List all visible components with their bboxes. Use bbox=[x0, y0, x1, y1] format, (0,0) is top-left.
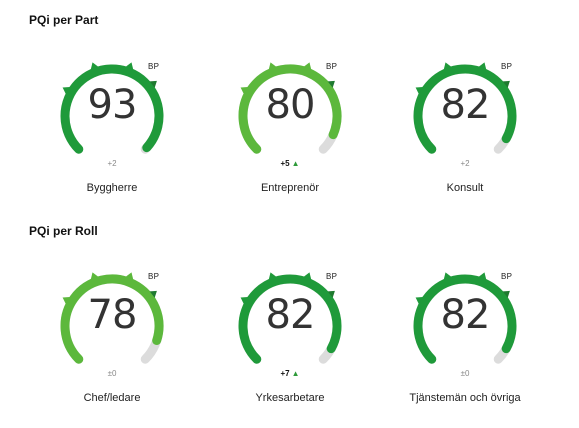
gauge-fill bbox=[238, 274, 342, 364]
tick-marker bbox=[478, 62, 487, 70]
gauge-delta: +7 ▲ bbox=[235, 369, 345, 378]
bp-label: BP bbox=[326, 62, 338, 71]
gauge-tjänstemän-och-övriga: BP 82 ±0 Tjänstemän och övriga bbox=[409, 268, 520, 428]
gauge-score: 93 bbox=[87, 82, 138, 128]
bp-label: BP bbox=[148, 62, 160, 71]
arrow-up-icon: ▲ bbox=[291, 369, 300, 378]
gauge-fill bbox=[238, 64, 342, 154]
tick-marker bbox=[125, 272, 134, 280]
delta-value: +2 bbox=[460, 159, 470, 168]
gauge-label: Entreprenör bbox=[260, 182, 320, 194]
tick-marker bbox=[90, 272, 99, 280]
tick-marker bbox=[478, 272, 487, 280]
tick-marker bbox=[415, 87, 423, 94]
section-title-part: PQi per Part bbox=[29, 13, 99, 27]
tick-marker bbox=[443, 62, 452, 70]
gauge-arc bbox=[413, 62, 517, 154]
tick-marker bbox=[125, 62, 134, 70]
tick-marker bbox=[90, 62, 99, 70]
gauge-entreprenör: BP 80 +5 ▲ Entreprenör bbox=[235, 58, 345, 218]
bp-label: BP bbox=[326, 272, 338, 281]
tick-marker bbox=[268, 62, 277, 70]
gauge-fill bbox=[413, 64, 517, 154]
gauge-fill bbox=[413, 274, 517, 364]
gauge-fill bbox=[60, 64, 164, 154]
gauge-arc bbox=[413, 272, 517, 364]
gauge-byggherre: BP 93 +2 Byggherre bbox=[57, 58, 167, 218]
bp-label: BP bbox=[501, 62, 513, 71]
bp-marker bbox=[149, 290, 157, 298]
gauge-yrkesarbetare: BP 82 +7 ▲ Yrkesarbetare bbox=[235, 268, 345, 428]
gauge-label: Yrkesarbetare bbox=[255, 392, 325, 404]
bp-marker bbox=[327, 290, 335, 298]
gauge-delta: +2 bbox=[410, 159, 520, 168]
gauge-arc bbox=[238, 272, 342, 364]
gauge-arc bbox=[238, 62, 342, 154]
gauge-score: 82 bbox=[440, 292, 491, 338]
gauge-delta: +5 ▲ bbox=[235, 159, 345, 168]
tick-marker bbox=[240, 87, 248, 94]
gauge-score: 78 bbox=[87, 292, 138, 338]
arrow-up-icon: ▲ bbox=[291, 159, 300, 168]
section-title-roll: PQi per Roll bbox=[29, 224, 98, 238]
tick-marker bbox=[240, 297, 248, 304]
gauge-fill bbox=[60, 274, 164, 364]
gauge-delta: ±0 bbox=[57, 369, 167, 378]
bp-label: BP bbox=[501, 272, 513, 281]
gauge-delta: ±0 bbox=[410, 369, 520, 378]
gauge-label: Tjänstemän och övriga bbox=[409, 392, 521, 404]
delta-value: +7 bbox=[280, 369, 290, 378]
gauge-delta: +2 bbox=[57, 159, 167, 168]
gauge-score: 82 bbox=[440, 82, 491, 128]
delta-value: +2 bbox=[107, 159, 117, 168]
tick-marker bbox=[443, 272, 452, 280]
gauge-score: 80 bbox=[265, 82, 316, 128]
tick-marker bbox=[415, 297, 423, 304]
tick-marker bbox=[268, 272, 277, 280]
tick-marker bbox=[303, 272, 312, 280]
gauge-konsult: BP 82 +2 Konsult bbox=[410, 58, 520, 218]
tick-marker bbox=[62, 297, 70, 304]
gauge-chef-ledare: BP 78 ±0 Chef/ledare bbox=[57, 268, 167, 428]
gauge-label: Konsult bbox=[446, 182, 484, 194]
delta-value: ±0 bbox=[107, 369, 117, 378]
gauge-label: Byggherre bbox=[86, 182, 138, 194]
gauge-arc bbox=[60, 62, 164, 154]
delta-value: ±0 bbox=[460, 369, 470, 378]
gauge-arc bbox=[60, 272, 164, 364]
bp-marker bbox=[327, 80, 335, 88]
tick-marker bbox=[303, 62, 312, 70]
gauge-score: 82 bbox=[265, 292, 316, 338]
delta-value: +5 bbox=[280, 159, 290, 168]
bp-marker bbox=[502, 80, 510, 88]
bp-label: BP bbox=[148, 272, 160, 281]
bp-marker bbox=[502, 290, 510, 298]
tick-marker bbox=[62, 87, 70, 94]
gauge-label: Chef/ledare bbox=[83, 392, 141, 404]
bp-marker bbox=[149, 80, 157, 88]
